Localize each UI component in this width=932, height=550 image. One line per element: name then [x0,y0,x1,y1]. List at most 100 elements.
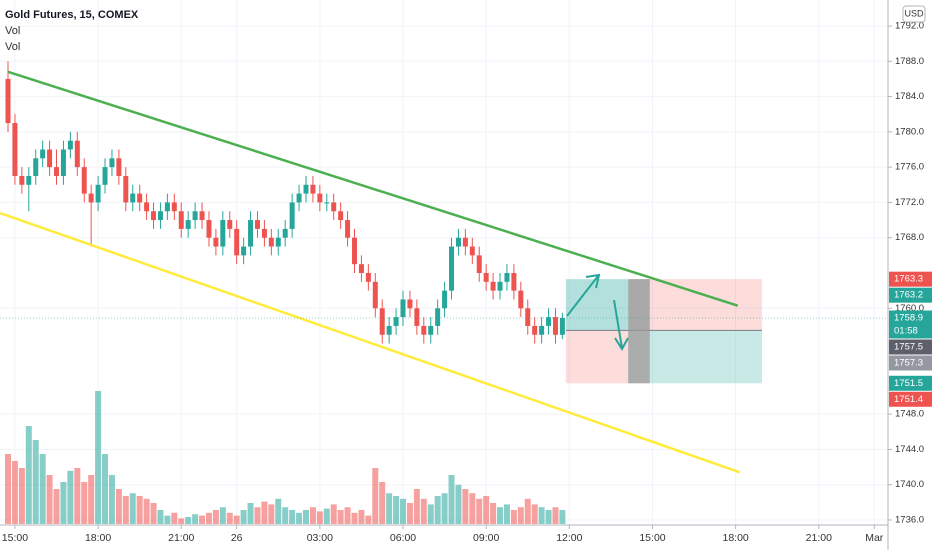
y-tick-label: 1772.0 [895,197,924,208]
candle-body [559,317,565,335]
candle-body [317,193,323,203]
price-label: 1751.5 [894,378,923,389]
volume-bar [268,504,275,524]
volume-bar [212,510,219,524]
candle-body [428,325,434,335]
candle-body [539,325,545,335]
volume-bar [365,515,372,524]
volume-bar [219,507,226,524]
candle-body [324,202,330,204]
x-tick-label: 15:00 [2,532,28,544]
volume-bar [88,475,95,524]
candle-body [261,228,267,238]
candle-body [95,184,101,203]
y-tick-label: 1768.0 [895,232,924,243]
trendline [7,70,739,307]
volume-bar [420,498,427,524]
candle-body [546,317,552,326]
price-label-box [889,287,932,303]
volume-bar [164,515,171,524]
y-tick-label: 1792.0 [895,21,924,32]
price-label-box [889,310,932,339]
y-tick-label: 1788.0 [895,56,924,67]
candle-body [102,167,108,185]
candle-body [268,237,274,247]
price-label-box [889,375,932,391]
candle-body [151,211,157,221]
candle-body [372,281,378,309]
volume-bar [18,468,25,524]
volume-bar [143,498,150,524]
candle-body [12,123,18,176]
volume-bar [503,504,510,524]
candle-body [331,202,337,212]
candle-body [109,158,115,168]
candle-body [157,211,163,221]
candle-body [379,308,385,335]
volume-bar [538,507,545,524]
candle-body [206,220,212,238]
candle-body [414,308,420,326]
volume-bar [205,512,212,524]
candle-body [67,140,73,150]
arrow-down [613,299,629,351]
volume-bar [192,514,199,524]
y-tick-label: 1760.0 [895,303,924,314]
candle-body [116,158,122,176]
indicator-label: Vol [5,25,20,37]
volume-bar [441,493,448,524]
y-tick-label: 1740.0 [895,479,924,490]
candle-body [518,290,524,309]
candle-body [137,193,143,203]
volume-bar [497,507,504,524]
volume-bar [483,496,490,524]
volume-bar [469,493,476,524]
position-lower [628,330,762,384]
candle-body [462,237,468,247]
candle-body [358,264,364,273]
currency[interactable]: USD [904,8,924,18]
candle-body [220,220,226,247]
price-label: 1758.9 [894,313,923,324]
candle-body [511,273,517,291]
volume-bar [316,511,323,524]
volume-bar [150,503,157,524]
volume-bar [5,454,11,524]
volume-bar [199,515,206,524]
candle-body [227,220,233,229]
volume-bar [559,510,566,524]
volume-bar [330,504,337,524]
volume-bar [289,510,296,524]
volume-bar [448,475,455,524]
y-tick-label: 1776.0 [895,162,924,173]
currency-box[interactable] [902,5,926,23]
candle-body [47,149,53,168]
indicator-label: Vol [5,41,20,53]
volume-bar [455,484,462,524]
volume-bar [427,504,434,524]
candle-body [88,193,94,203]
candle-body [442,290,448,309]
candle-body [338,211,344,221]
volume-bar [74,468,81,524]
volume-bar [531,504,538,524]
candle-body [275,237,281,247]
x-tick-label: 26 [231,532,243,544]
volume-bar [275,498,282,524]
volume-bar [185,517,192,524]
candle-body [40,149,46,159]
volume-bar [386,493,393,524]
volume-bar [309,507,316,524]
volume-bar [434,496,441,524]
candle-body [123,175,129,203]
volume-bar [115,489,122,524]
volume-bar [46,475,53,524]
x-tick-label: 06:00 [390,532,416,544]
candle-body [248,220,254,247]
volume-bar [136,496,143,524]
volume-bar [122,496,129,524]
volume-bar [171,512,178,524]
volume-bar [129,493,136,524]
